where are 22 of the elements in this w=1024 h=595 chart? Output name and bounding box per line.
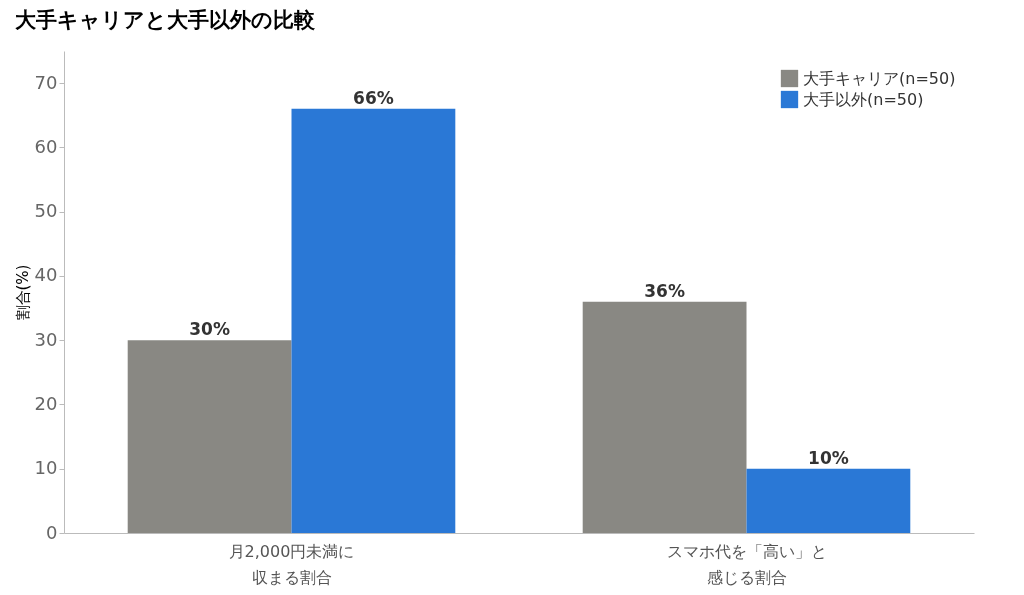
bar (291, 108, 456, 533)
chart-title: 大手キャリアと大手以外の比較 (15, 8, 317, 32)
y-tick-label: 0 (46, 521, 58, 543)
y-tick-label: 50 (34, 200, 58, 222)
data-label: 66% (353, 87, 394, 108)
data-label: 36% (644, 280, 685, 301)
y-tick-label: 60 (34, 135, 58, 157)
data-label: 30% (189, 319, 230, 340)
y-tick-label: 10 (34, 457, 58, 479)
x-tick-label: 月2,000円未満に収まる割合 (228, 541, 355, 587)
bar (582, 301, 747, 533)
data-label: 10% (808, 447, 849, 468)
y-tick-label: 40 (34, 264, 58, 286)
bar (127, 340, 292, 533)
y-tick-label: 30 (34, 328, 58, 350)
legend-label: 大手キャリア(n=50) (803, 68, 956, 88)
x-tick-label: スマホ代を「高い」と感じる割合 (666, 541, 827, 587)
y-axis-title: 割合(%) (13, 264, 32, 321)
legend-label: 大手以外(n=50) (803, 89, 924, 109)
y-tick-label: 70 (34, 71, 58, 93)
y-tick-label: 20 (34, 392, 58, 414)
bar (746, 468, 911, 533)
